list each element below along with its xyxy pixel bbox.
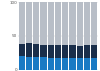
Bar bbox=[84, 58, 90, 70]
Bar bbox=[33, 2, 39, 44]
Bar bbox=[55, 58, 61, 70]
Bar bbox=[48, 58, 54, 70]
Bar bbox=[70, 2, 76, 45]
Bar bbox=[18, 56, 25, 70]
Bar bbox=[62, 58, 68, 70]
Bar bbox=[55, 45, 61, 58]
Bar bbox=[33, 44, 39, 57]
Bar bbox=[33, 57, 39, 70]
Bar bbox=[18, 2, 25, 44]
Bar bbox=[70, 58, 76, 70]
Bar bbox=[26, 57, 32, 70]
Bar bbox=[77, 2, 83, 46]
Bar bbox=[40, 2, 47, 45]
Bar bbox=[18, 44, 25, 56]
Bar bbox=[77, 46, 83, 58]
Bar bbox=[40, 57, 47, 70]
Bar bbox=[62, 45, 68, 58]
Bar bbox=[26, 2, 32, 43]
Bar bbox=[62, 2, 68, 45]
Bar bbox=[40, 45, 47, 57]
Bar bbox=[48, 45, 54, 58]
Bar bbox=[91, 2, 97, 45]
Bar bbox=[48, 2, 54, 45]
Bar bbox=[70, 45, 76, 58]
Bar bbox=[91, 45, 97, 58]
Bar bbox=[77, 58, 83, 70]
Bar bbox=[26, 43, 32, 57]
Bar bbox=[84, 45, 90, 58]
Bar bbox=[91, 58, 97, 70]
Bar bbox=[84, 2, 90, 45]
Bar bbox=[55, 2, 61, 45]
